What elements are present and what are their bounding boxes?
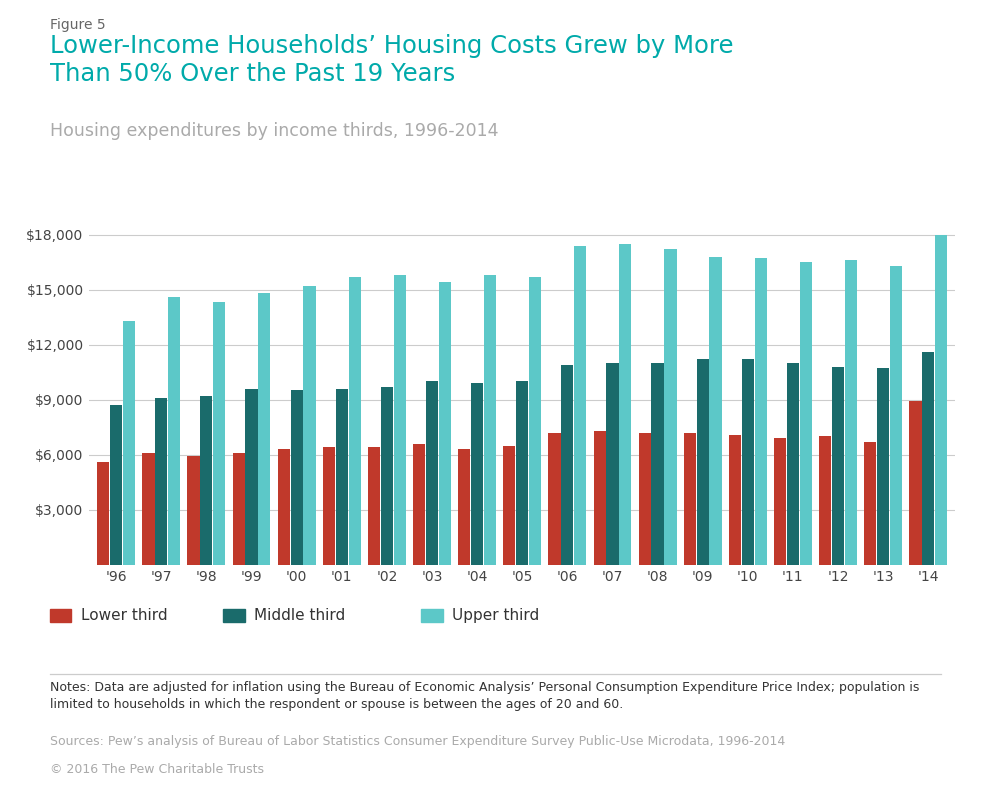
Bar (381, 387, 393, 565)
Bar (143, 453, 154, 565)
Bar (458, 449, 470, 565)
Bar (484, 275, 496, 565)
Bar (323, 447, 335, 565)
Bar (123, 320, 135, 565)
Bar (97, 462, 110, 565)
Bar (639, 433, 650, 565)
Bar (187, 456, 200, 565)
Bar (394, 275, 406, 565)
Text: Lower third: Lower third (81, 608, 168, 622)
Bar (348, 277, 360, 565)
Text: Lower-Income Households’ Housing Costs Grew by More
Than 50% Over the Past 19 Ye: Lower-Income Households’ Housing Costs G… (50, 34, 733, 87)
Text: Figure 5: Figure 5 (50, 18, 105, 31)
Bar (471, 383, 483, 565)
Bar (754, 259, 767, 565)
Bar (233, 453, 245, 565)
Bar (368, 447, 380, 565)
Bar (664, 249, 676, 565)
Bar (200, 396, 213, 565)
Bar (684, 433, 696, 565)
Bar (413, 444, 426, 565)
Bar (697, 360, 709, 565)
Text: © 2016 The Pew Charitable Trusts: © 2016 The Pew Charitable Trusts (50, 763, 263, 775)
Bar (619, 244, 632, 565)
Bar (548, 433, 560, 565)
Bar (426, 381, 439, 565)
Bar (935, 235, 947, 565)
Bar (503, 446, 516, 565)
Text: Middle third: Middle third (254, 608, 346, 622)
Bar (864, 442, 876, 565)
Text: Upper third: Upper third (452, 608, 540, 622)
Bar (651, 363, 663, 565)
Bar (303, 286, 316, 565)
Bar (742, 360, 754, 565)
Bar (606, 363, 619, 565)
Bar (800, 262, 812, 565)
Bar (923, 352, 935, 565)
Bar (844, 260, 857, 565)
Bar (561, 364, 573, 565)
Bar (258, 293, 270, 565)
Bar (277, 449, 290, 565)
Bar (168, 297, 180, 565)
Bar (774, 438, 786, 565)
Bar (819, 437, 832, 565)
Bar (155, 398, 167, 565)
Bar (516, 381, 529, 565)
Bar (439, 282, 450, 565)
Bar (877, 368, 889, 565)
Bar (787, 363, 799, 565)
Bar (710, 256, 722, 565)
Bar (729, 434, 742, 565)
Bar (529, 277, 542, 565)
Text: Notes: Data are adjusted for inflation using the Bureau of Economic Analysis’ Pe: Notes: Data are adjusted for inflation u… (50, 681, 919, 711)
Bar (246, 388, 257, 565)
Bar (336, 388, 347, 565)
Bar (213, 303, 226, 565)
Text: Housing expenditures by income thirds, 1996-2014: Housing expenditures by income thirds, 1… (50, 122, 498, 139)
Bar (910, 401, 922, 565)
Bar (832, 367, 844, 565)
Bar (110, 405, 122, 565)
Bar (594, 431, 606, 565)
Text: Sources: Pew’s analysis of Bureau of Labor Statistics Consumer Expenditure Surve: Sources: Pew’s analysis of Bureau of Lab… (50, 735, 785, 747)
Bar (290, 390, 303, 565)
Bar (890, 266, 902, 565)
Bar (574, 246, 586, 565)
